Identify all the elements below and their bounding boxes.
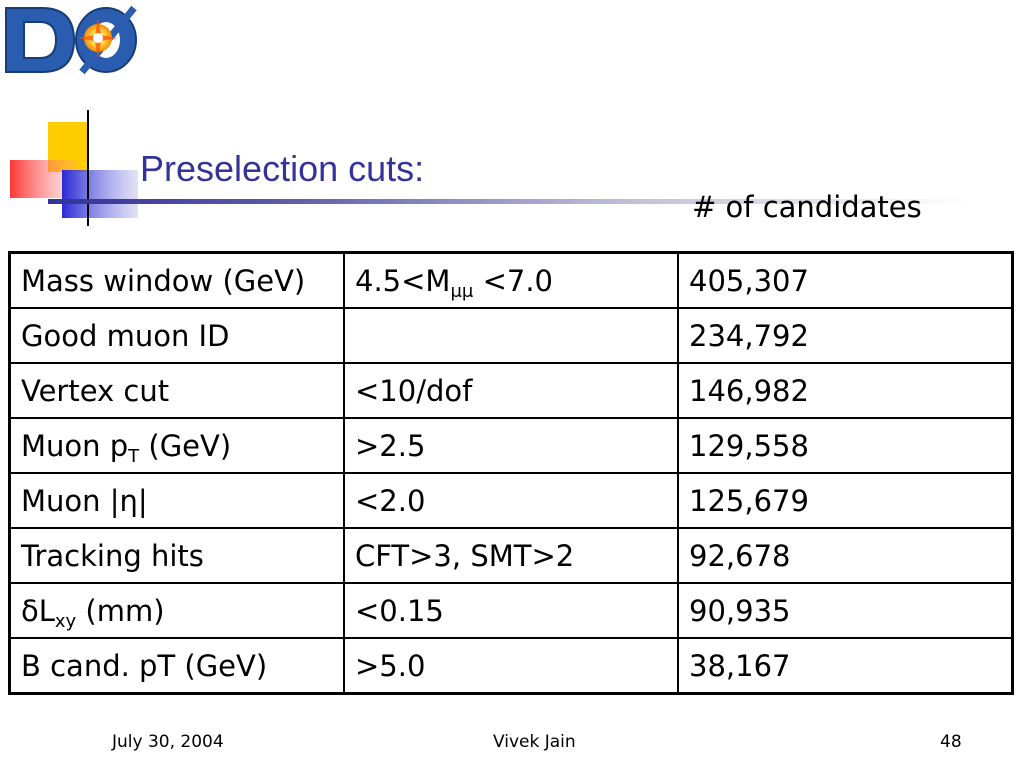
preselection-table: Mass window (GeV) 4.5<Mμμ <7.0 405,307 Good… [8, 251, 1014, 695]
cut-value-cell: >5.0 [343, 637, 679, 695]
candidate-count-cell: 90,935 [677, 582, 1014, 639]
candidate-count-cell: 129,558 [677, 417, 1014, 474]
cut-name-cell: δLxy (mm) [8, 582, 345, 639]
cut-name-subscript: T [128, 445, 140, 467]
cut-name-cell: B cand. pT (GeV) [8, 637, 345, 695]
cut-value: >2.5 [355, 428, 426, 463]
candidate-count: 125,679 [689, 483, 809, 518]
table-row: Muon pT (GeV) >2.5 129,558 [8, 417, 1014, 474]
cut-name: Good muon ID [21, 318, 230, 353]
cut-name: δL [21, 593, 55, 628]
title-underline [48, 199, 968, 204]
cut-value: <2.0 [355, 483, 426, 518]
cut-value-cell: <2.0 [343, 472, 679, 529]
candidate-count-cell: 146,982 [677, 362, 1014, 419]
candidate-count-cell: 405,307 [677, 251, 1014, 309]
cut-name-suffix: (mm) [76, 593, 165, 628]
table-row: B cand. pT (GeV) >5.0 38,167 [8, 637, 1014, 695]
table-row: Vertex cut <10/dof 146,982 [8, 362, 1014, 419]
candidate-count: 90,935 [689, 593, 791, 628]
cut-value-subscript: μμ [450, 280, 474, 302]
candidate-count: 38,167 [689, 648, 791, 683]
cut-name: Muon |η| [21, 483, 148, 518]
footer-author: Vivek Jain [493, 732, 576, 752]
table-row: Good muon ID 234,792 [8, 307, 1014, 364]
cut-name: Mass window (GeV) [21, 263, 306, 298]
candidate-count-cell: 38,167 [677, 637, 1014, 695]
footer-page-number: 48 [940, 732, 962, 752]
cut-name-cell: Muon pT (GeV) [8, 417, 345, 474]
candidate-count-cell: 125,679 [677, 472, 1014, 529]
table-row: Mass window (GeV) 4.5<Mμμ <7.0 405,307 [8, 251, 1014, 309]
candidate-count-cell: 234,792 [677, 307, 1014, 364]
cut-name-cell: Muon |η| [8, 472, 345, 529]
cut-name-cell: Good muon ID [8, 307, 345, 364]
cut-value-suffix: <7.0 [473, 263, 553, 298]
cut-value-cell [343, 307, 679, 364]
candidate-count: 405,307 [689, 263, 809, 298]
cut-name-subscript: xy [54, 610, 77, 632]
cut-value: 4.5<M [355, 263, 451, 298]
cut-value-cell: >2.5 [343, 417, 679, 474]
candidate-count: 92,678 [689, 538, 791, 573]
cut-value-cell: CFT>3, SMT>2 [343, 527, 679, 584]
candidate-count: 146,982 [689, 373, 809, 408]
candidate-count-cell: 92,678 [677, 527, 1014, 584]
candidate-count: 129,558 [689, 428, 809, 463]
cut-name-cell: Vertex cut [8, 362, 345, 419]
cut-name-cell: Mass window (GeV) [8, 251, 345, 309]
cut-name: Muon p [21, 428, 129, 463]
cut-value-cell: 4.5<Mμμ <7.0 [343, 251, 679, 309]
d0-logo: § [2, 2, 144, 76]
cut-value: CFT>3, SMT>2 [355, 538, 575, 573]
cut-value-cell: <10/dof [343, 362, 679, 419]
cut-name-cell: Tracking hits [8, 527, 345, 584]
cut-value: <0.15 [355, 593, 444, 628]
slide-title: Preselection cuts: [140, 148, 425, 189]
cut-name: B cand. pT (GeV) [21, 648, 268, 683]
table-row: δLxy (mm) <0.15 90,935 [8, 582, 1014, 639]
cut-value: >5.0 [355, 648, 426, 683]
table-row: Muon |η| <2.0 125,679 [8, 472, 1014, 529]
svg-text:§: § [40, 33, 48, 52]
cut-value: <10/dof [355, 373, 473, 408]
cut-name: Tracking hits [21, 538, 204, 573]
cut-name: Vertex cut [21, 373, 170, 408]
decorative-blocks [10, 108, 140, 228]
footer-date: July 30, 2004 [112, 732, 224, 752]
cut-value-cell: <0.15 [343, 582, 679, 639]
candidate-count: 234,792 [689, 318, 809, 353]
column-caption: # of candidates [692, 190, 922, 224]
table-row: Tracking hits CFT>3, SMT>2 92,678 [8, 527, 1014, 584]
cut-name-suffix: (GeV) [139, 428, 232, 463]
